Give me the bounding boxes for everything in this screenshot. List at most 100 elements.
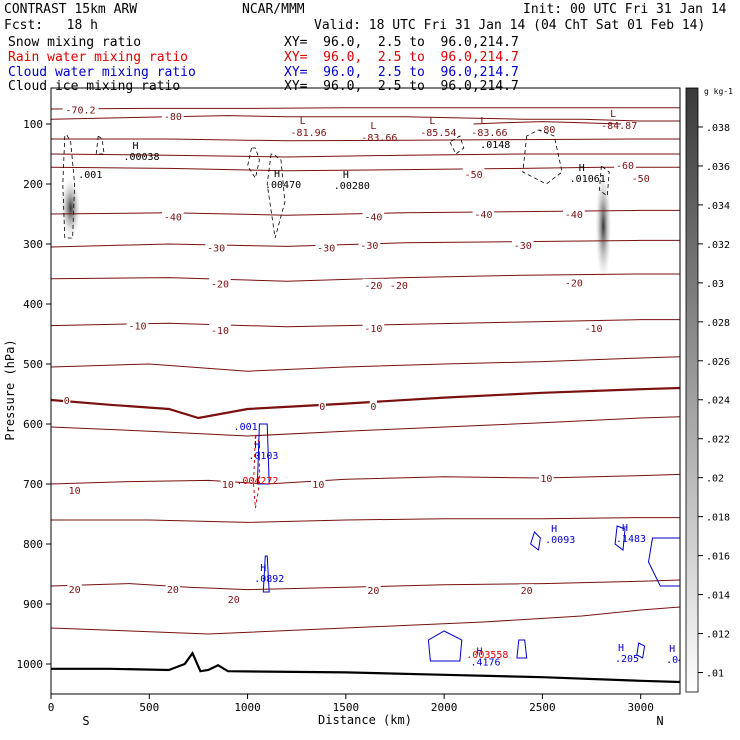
high-value-4: .0103 — [248, 451, 278, 462]
isotherm-label-bg — [366, 584, 381, 596]
colorbar-label-12: .034 — [706, 201, 730, 212]
isotherm-line-10 — [51, 356, 680, 372]
isotherm-label-13-3: 10 — [540, 474, 552, 485]
field-name-rain: Rain water mixing ratio — [8, 50, 189, 65]
isotherm-label-1-0: -80 — [164, 112, 182, 123]
low-marker-3: L — [480, 116, 486, 127]
isotherm-label-11-2: 0 — [370, 402, 376, 413]
field-name-cloud-ice: Cloud ice mixing ratio — [8, 79, 181, 94]
isotherm-label-9-1: -10 — [211, 326, 229, 337]
high-value-7: .1483 — [616, 534, 646, 545]
x-tick-label-5: 2500 — [529, 701, 556, 714]
high-marker-9: H — [618, 643, 624, 654]
low-marker-4: L — [610, 109, 616, 120]
field-name-snow: Snow mixing ratio — [8, 35, 142, 50]
y-tick-label-0: 100 — [23, 118, 43, 131]
low-value-1: -83.66 — [361, 133, 397, 144]
colorbar-label-1: .012 — [706, 630, 730, 641]
y-tick-label-7: 800 — [23, 538, 43, 551]
field-xy-snow: XY= 96.0, 2.5 to 96.0,214.7 — [284, 35, 519, 50]
isotherm-label-bg — [539, 472, 554, 483]
isotherm-label-bg — [358, 239, 381, 251]
high-marker-4: H — [254, 440, 260, 451]
isotherm-label-13-1: 10 — [222, 480, 234, 491]
high-marker-0: H — [133, 141, 139, 152]
isotherm-line-3 — [51, 138, 680, 142]
low-marker-0: L — [300, 116, 306, 127]
high-value-9: .205 — [615, 654, 639, 665]
isotherm-label-bg — [629, 172, 652, 183]
isotherm-label-7-2: -30 — [360, 241, 378, 252]
isotherm-label-7-1: -30 — [317, 244, 335, 255]
isotherm-label-bg — [63, 394, 71, 405]
isotherm-label-8-1: -20 — [364, 281, 382, 292]
isotherm-line-5 — [51, 166, 680, 172]
isotherm-label-bg — [563, 276, 585, 288]
isotherm-label-6-1: -40 — [364, 212, 382, 223]
colorbar-label-5: .02 — [706, 474, 724, 485]
high-value-2: .00280 — [334, 181, 370, 192]
isotherm-line-4 — [51, 153, 680, 158]
isotherm-label-bg — [126, 319, 149, 331]
isotherm-label-15-3: 20 — [367, 586, 379, 597]
y-tick-label-1: 200 — [23, 178, 43, 191]
isotherm-label-6-0: -40 — [164, 212, 182, 223]
high-marker-8: H — [476, 646, 482, 657]
forecast-hour: Fcst: 18 h — [4, 18, 98, 33]
high-marker-1: H — [274, 169, 280, 180]
snow-contour-6 — [598, 165, 610, 197]
colorbar-label-4: .018 — [706, 513, 730, 524]
isotherm-label-bg — [582, 322, 605, 333]
colorbar-label-2: .014 — [706, 591, 730, 602]
isotherm-label-bg — [165, 583, 181, 594]
colorbar — [685, 87, 699, 693]
x-tick-label-2: 1000 — [234, 701, 261, 714]
terrain-line — [51, 650, 680, 684]
high-value-3: .01061 — [570, 174, 606, 185]
x-tick-label-1: 500 — [139, 701, 159, 714]
isotherm-line-1 — [51, 115, 680, 122]
x-tick-label-6: 3000 — [627, 701, 654, 714]
contour-annotation-1: .0148 — [480, 140, 510, 151]
field-xy-cloud-water: XY= 96.0, 2.5 to 96.0,214.7 — [284, 65, 519, 80]
isotherm-label-15-2: 20 — [228, 595, 240, 606]
high-value-1: .00470 — [265, 180, 301, 191]
isotherm-line-0 — [51, 107, 680, 110]
y-tick-label-3: 400 — [23, 298, 43, 311]
isotherm-label-bg — [362, 210, 385, 222]
low-value-0: -81.96 — [291, 128, 327, 139]
low-value-3: -83.66 — [471, 128, 507, 139]
isotherm-label-2-0: -80 — [537, 125, 555, 136]
isotherm-label-bg — [362, 322, 385, 333]
field-xy-cloud-ice: XY= 96.0, 2.5 to 96.0,214.7 — [284, 79, 519, 94]
contour-annotation-3: .004272 — [236, 476, 278, 487]
isotherm-label-bg — [511, 239, 534, 251]
y-tick-label-6: 700 — [23, 478, 43, 491]
high-value-8: .4176 — [470, 657, 500, 668]
high-marker-7: H — [622, 523, 628, 534]
isotherm-label-6-2: -40 — [474, 210, 492, 221]
isotherm-label-5-0: -50 — [465, 170, 483, 181]
isotherm-label-6-3: -40 — [565, 210, 583, 221]
contour-annotation-4: .003558 — [466, 650, 508, 661]
contour-annotation-0: .001 — [78, 170, 102, 181]
isotherm-label-11-0: 0 — [64, 396, 70, 407]
high-value-10: .049 — [666, 655, 690, 666]
isotherm-label-bg — [62, 103, 99, 115]
low-value-2: -85.54 — [420, 128, 456, 139]
snow-contour-1 — [95, 135, 105, 155]
colorbar-label-6: .022 — [706, 435, 730, 446]
south-label: S — [82, 714, 89, 728]
isotherm-label-13-2: 10 — [312, 480, 324, 491]
isotherm-label-bg — [472, 208, 495, 219]
rain-contour — [252, 434, 260, 509]
colorbar-label-10: .03 — [706, 279, 724, 290]
isotherm-line-9 — [51, 319, 680, 328]
isotherm-line-13 — [51, 473, 680, 485]
isotherm-line-12 — [51, 416, 680, 437]
isotherm-label-9-3: -10 — [584, 324, 602, 335]
high-value-6: .0093 — [545, 535, 575, 546]
colorbar-label-7: .024 — [706, 396, 730, 407]
isotherm-label-11-1: 0 — [319, 402, 325, 413]
y-tick-label-2: 300 — [23, 238, 43, 251]
